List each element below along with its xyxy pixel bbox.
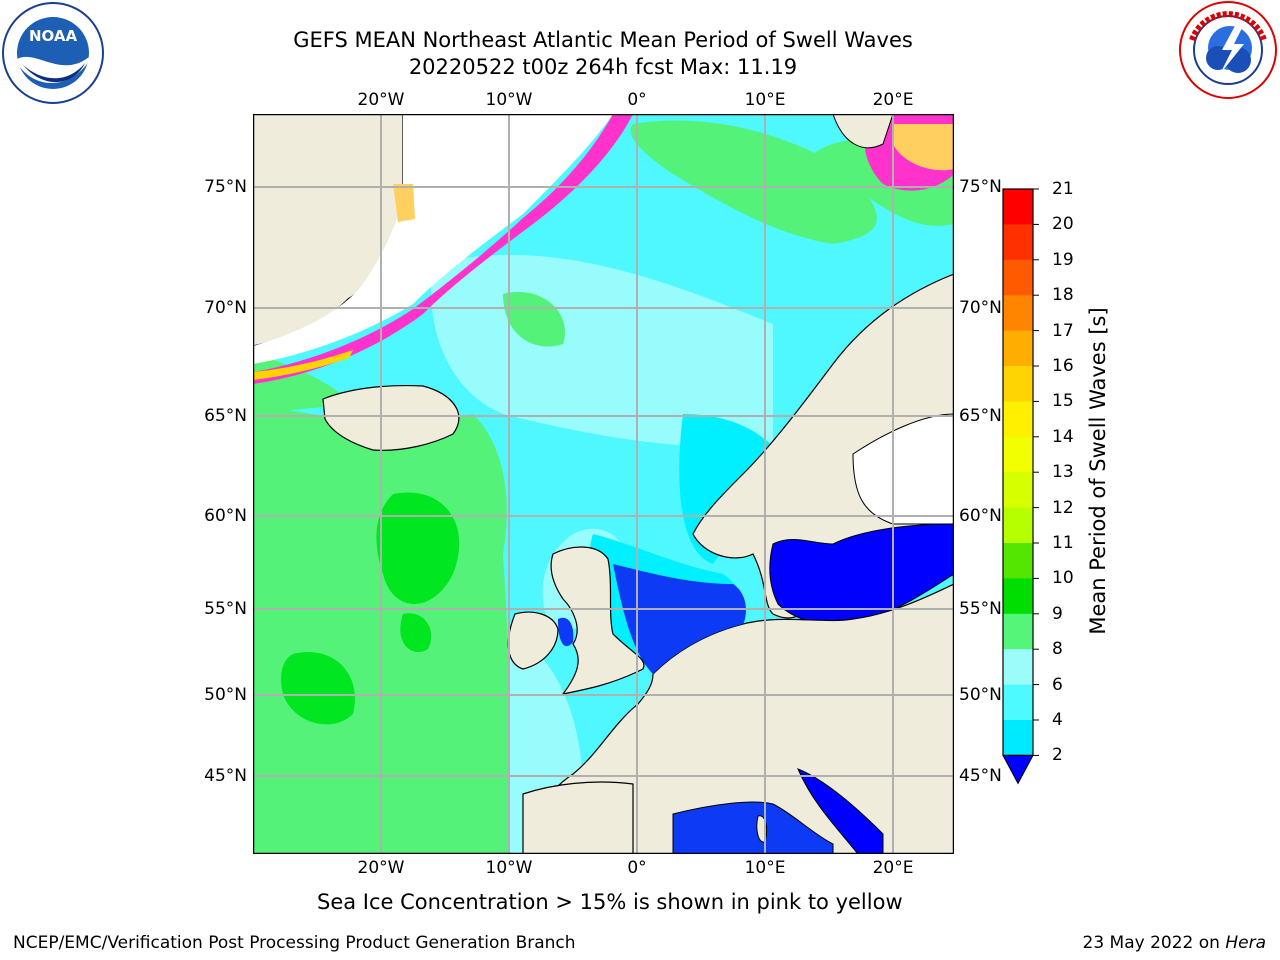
ocean-green-north [630, 120, 877, 244]
colorbar-tick-label: 18 [1052, 285, 1074, 306]
colorbar-tick-label: 12 [1052, 497, 1074, 518]
bothnia-ice [852, 413, 954, 525]
great-britain-land [550, 546, 645, 695]
colorbar-tick-label: 11 [1052, 533, 1074, 553]
svg-text:NOAA: NOAA [29, 27, 78, 45]
colorbar-segment [1003, 543, 1033, 579]
lon-label-bottom-10e: 10°E [744, 858, 786, 878]
lat-label-right-45n: 45°N [959, 766, 1002, 786]
iberia-land [522, 781, 634, 854]
footer-host: Hera [1225, 933, 1266, 953]
colorbar [1002, 188, 1039, 785]
colorbar-tick-label: 14 [1052, 426, 1074, 447]
colorbar-tick-label: 10 [1052, 568, 1074, 589]
colorbar-segment [1003, 578, 1033, 615]
lat-label-right-55n: 55°N [959, 599, 1002, 619]
colorbar-tick-label: 4 [1052, 710, 1063, 730]
mediterranean-sea [672, 801, 834, 854]
colorbar-extend-arrow [1002, 754, 1034, 785]
colorbar-tick-label: 9 [1052, 603, 1063, 624]
colorbar-tick-label: 8 [1052, 639, 1063, 660]
sea-ice-caption: Sea Ice Concentration > 15% is shown in … [317, 890, 903, 914]
lat-label-left-45n: 45°N [204, 766, 247, 786]
colorbar-segment [1003, 330, 1033, 367]
colorbar-tick-label: 21 [1052, 179, 1074, 199]
lat-label-left-70n: 70°N [204, 298, 247, 318]
lon-label-bottom-10w: 10°W [485, 858, 533, 878]
colorbar-segment [1003, 189, 1033, 225]
lon-label-bottom-20w: 20°W [357, 858, 405, 878]
colorbar-segment [1003, 224, 1033, 261]
colorbar-segment [1003, 472, 1033, 509]
lon-label-bottom-0: 0° [627, 858, 647, 878]
nws-logo-icon [1179, 1, 1277, 99]
footer-date: 23 May 2022 on Hera [1083, 933, 1267, 953]
lat-label-right-70n: 70°N [959, 298, 1002, 318]
colorbar-segment [1003, 507, 1033, 544]
adriatic-sea [797, 768, 884, 854]
lat-label-left-55n: 55°N [204, 599, 247, 619]
colorbar-tick-label: 15 [1052, 391, 1074, 412]
lat-label-left-65n: 65°N [204, 406, 247, 426]
lat-label-right-65n: 65°N [959, 406, 1002, 426]
footer-date-text: 23 May 2022 on [1082, 933, 1226, 953]
colorbar-segment [1003, 649, 1033, 686]
map-subtitle: 20220522 t00z 264h fcst Max: 11.19 [408, 55, 798, 79]
lon-label-top-0: 0° [627, 90, 647, 110]
colorbar-tick-label: 2 [1052, 745, 1063, 766]
map-plot [253, 114, 954, 854]
lon-label-top-20e: 20°E [872, 90, 914, 110]
lon-label-bottom-20e: 20°E [872, 858, 914, 878]
noaa-logo-icon: NOAA [2, 2, 104, 104]
lon-label-top-20w: 20°W [357, 90, 405, 110]
lat-label-left-60n: 60°N [204, 506, 247, 526]
colorbar-tick-label: 17 [1052, 320, 1074, 341]
north-sea [613, 564, 746, 674]
lat-label-right-75n: 75°N [959, 177, 1002, 197]
colorbar-segment [1003, 366, 1033, 402]
colorbar-segment [1003, 401, 1033, 438]
colorbar-title: Mean Period of Swell Waves [s] [1086, 307, 1110, 635]
colorbar-segment [1003, 259, 1033, 296]
greenland-ice-white [253, 114, 613, 364]
colorbar-tick-label: 20 [1052, 214, 1074, 235]
footer-credit: NCEP/EMC/Verification Post Processing Pr… [13, 933, 576, 953]
colorbar-segment [1003, 613, 1033, 650]
lat-label-right-60n: 60°N [959, 506, 1002, 526]
lat-label-left-50n: 50°N [204, 685, 247, 705]
colorbar-segment [1003, 684, 1033, 721]
colorbar-tick-label: 16 [1052, 356, 1074, 376]
colorbar-tick-label: 19 [1052, 249, 1074, 270]
ocean-bright-green [376, 492, 460, 604]
colorbar-segment [1003, 295, 1033, 332]
lat-label-right-50n: 50°N [959, 685, 1002, 705]
colorbar-segment [1003, 436, 1033, 473]
graticule [253, 114, 954, 854]
map-title: GEFS MEAN Northeast Atlantic Mean Period… [293, 28, 913, 52]
lon-label-top-10w: 10°W [485, 90, 533, 110]
colorbar-segment [1003, 720, 1033, 756]
lat-label-left-75n: 75°N [204, 177, 247, 197]
colorbar-tick-label: 13 [1052, 462, 1074, 483]
svalbard-land [832, 114, 894, 149]
baltic-sea [769, 523, 954, 626]
colorbar-tick-label: 6 [1052, 674, 1063, 695]
lon-label-top-10e: 10°E [744, 90, 786, 110]
